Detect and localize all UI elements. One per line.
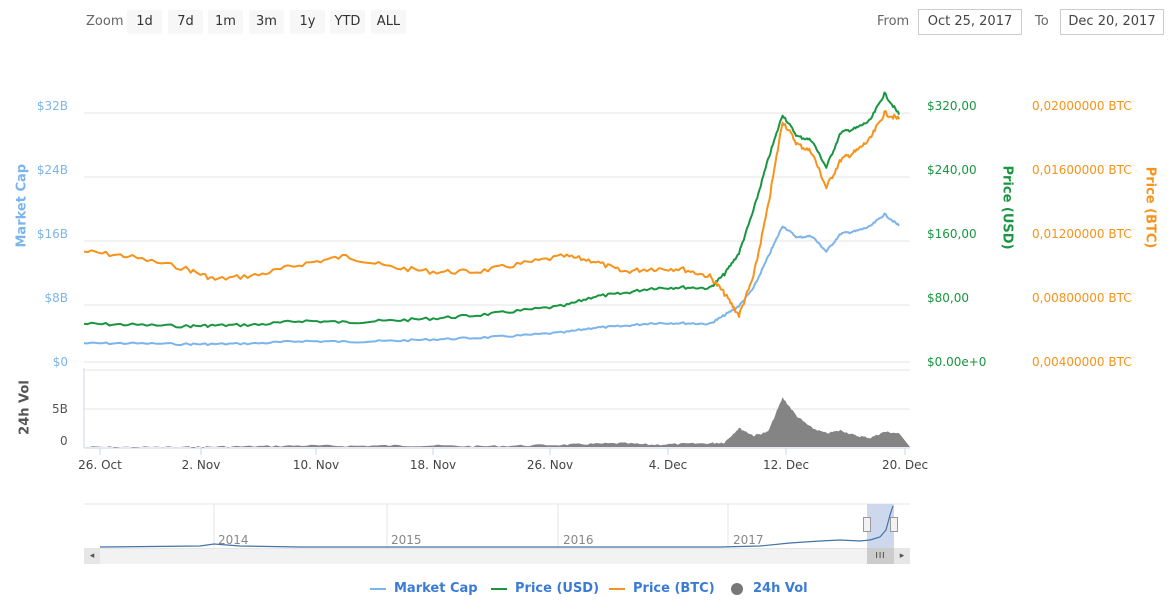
zoom-1y-button[interactable]: 1y <box>290 10 325 34</box>
ytick-market-cap: $16B <box>36 227 68 241</box>
navigator-right-handle[interactable] <box>890 517 898 532</box>
scroll-left-icon: ◂ <box>89 551 95 561</box>
legend-line-icon <box>370 587 386 590</box>
zoom-ytd-button[interactable]: YTD <box>330 10 365 34</box>
legend-market-cap[interactable]: Market Cap <box>370 581 478 596</box>
legend-24h-vol[interactable]: 24h Vol <box>731 581 808 596</box>
zoom-all-button[interactable]: ALL <box>371 10 406 34</box>
ytick-market-cap: $24B <box>36 163 68 177</box>
ytick-price-btc: 0,01600000 BTC <box>1032 163 1132 177</box>
xtick-date: 4. Dec <box>648 458 688 472</box>
ytick-volume: 0 <box>60 434 68 448</box>
main-gridlines <box>83 112 910 455</box>
ytick-volume: 5B <box>52 402 68 416</box>
xtick-date: 20. Dec <box>881 458 929 472</box>
legend-label: Price (USD) <box>515 581 600 596</box>
legend-label: Price (BTC) <box>633 581 715 596</box>
navigator-year-label: 2015 <box>391 533 422 547</box>
legend-label: Market Cap <box>394 581 478 596</box>
navigator-left-handle[interactable] <box>863 517 871 532</box>
ytick-price-usd: $240,00 <box>927 163 977 177</box>
navigator-scrollbar-track[interactable] <box>84 548 910 564</box>
ytick-market-cap: $32B <box>36 99 68 113</box>
navigator-year-label: 2017 <box>733 533 764 547</box>
volume-axis-title: 24h Vol <box>17 380 33 435</box>
zoom-1d-button[interactable]: 1d <box>127 10 162 34</box>
ytick-market-cap: $8B <box>44 291 68 305</box>
ytick-price-btc: 0,00400000 BTC <box>1032 355 1132 369</box>
legend-line-icon <box>491 587 507 590</box>
zoom-3m-button[interactable]: 3m <box>249 10 284 34</box>
xtick-date: 26. Nov <box>526 458 574 472</box>
ytick-market-cap: $0 <box>52 355 68 369</box>
volume-panel <box>84 397 910 448</box>
scroll-right-button[interactable]: ▸ <box>894 548 910 564</box>
price-btc-axis-title: Price (BTC) <box>1142 166 1158 249</box>
legend-price-btc[interactable]: Price (BTC) <box>609 581 715 596</box>
ytick-price-btc: 0,02000000 BTC <box>1032 99 1132 113</box>
series-lines <box>83 91 901 347</box>
navigator-year-label: 2014 <box>218 533 249 547</box>
ytick-price-usd: $160,00 <box>927 227 977 241</box>
zoom-1m-button[interactable]: 1m <box>208 10 243 34</box>
ytick-price-usd: $320,00 <box>927 99 977 113</box>
legend-line-icon <box>609 587 625 590</box>
ytick-price-btc: 0,01200000 BTC <box>1032 227 1132 241</box>
ytick-price-usd: $80,00 <box>927 291 969 305</box>
to-label: To <box>1035 14 1049 29</box>
legend-circle-icon <box>731 582 743 595</box>
navigator-year-label: 2016 <box>563 533 594 547</box>
xtick-date: 26. Oct <box>78 458 122 472</box>
legend-label: 24h Vol <box>753 581 808 596</box>
xtick-date: 18. Nov <box>409 458 457 472</box>
scrollbar-thumb[interactable]: III <box>867 548 894 564</box>
scrollbar-grip-icon: III <box>875 551 886 560</box>
ytick-price-usd: $0.00e+0 <box>927 355 987 369</box>
legend-price-usd[interactable]: Price (USD) <box>491 581 599 596</box>
scroll-right-icon: ▸ <box>899 551 905 561</box>
xtick-date: 12. Dec <box>762 458 810 472</box>
scroll-left-button[interactable]: ◂ <box>84 548 100 564</box>
zoom-label: Zoom <box>86 14 124 29</box>
xtick-date: 10. Nov <box>292 458 340 472</box>
navigator[interactable] <box>84 503 910 548</box>
from-date-input[interactable]: Oct 25, 2017 <box>918 9 1022 35</box>
to-date-input[interactable]: Dec 20, 2017 <box>1060 9 1164 35</box>
ytick-price-btc: 0,00800000 BTC <box>1032 291 1132 305</box>
from-label: From <box>877 14 910 29</box>
price-usd-axis-title: Price (USD) <box>999 165 1015 250</box>
xtick-date: 2. Nov <box>181 458 221 472</box>
zoom-7d-button[interactable]: 7d <box>168 10 203 34</box>
